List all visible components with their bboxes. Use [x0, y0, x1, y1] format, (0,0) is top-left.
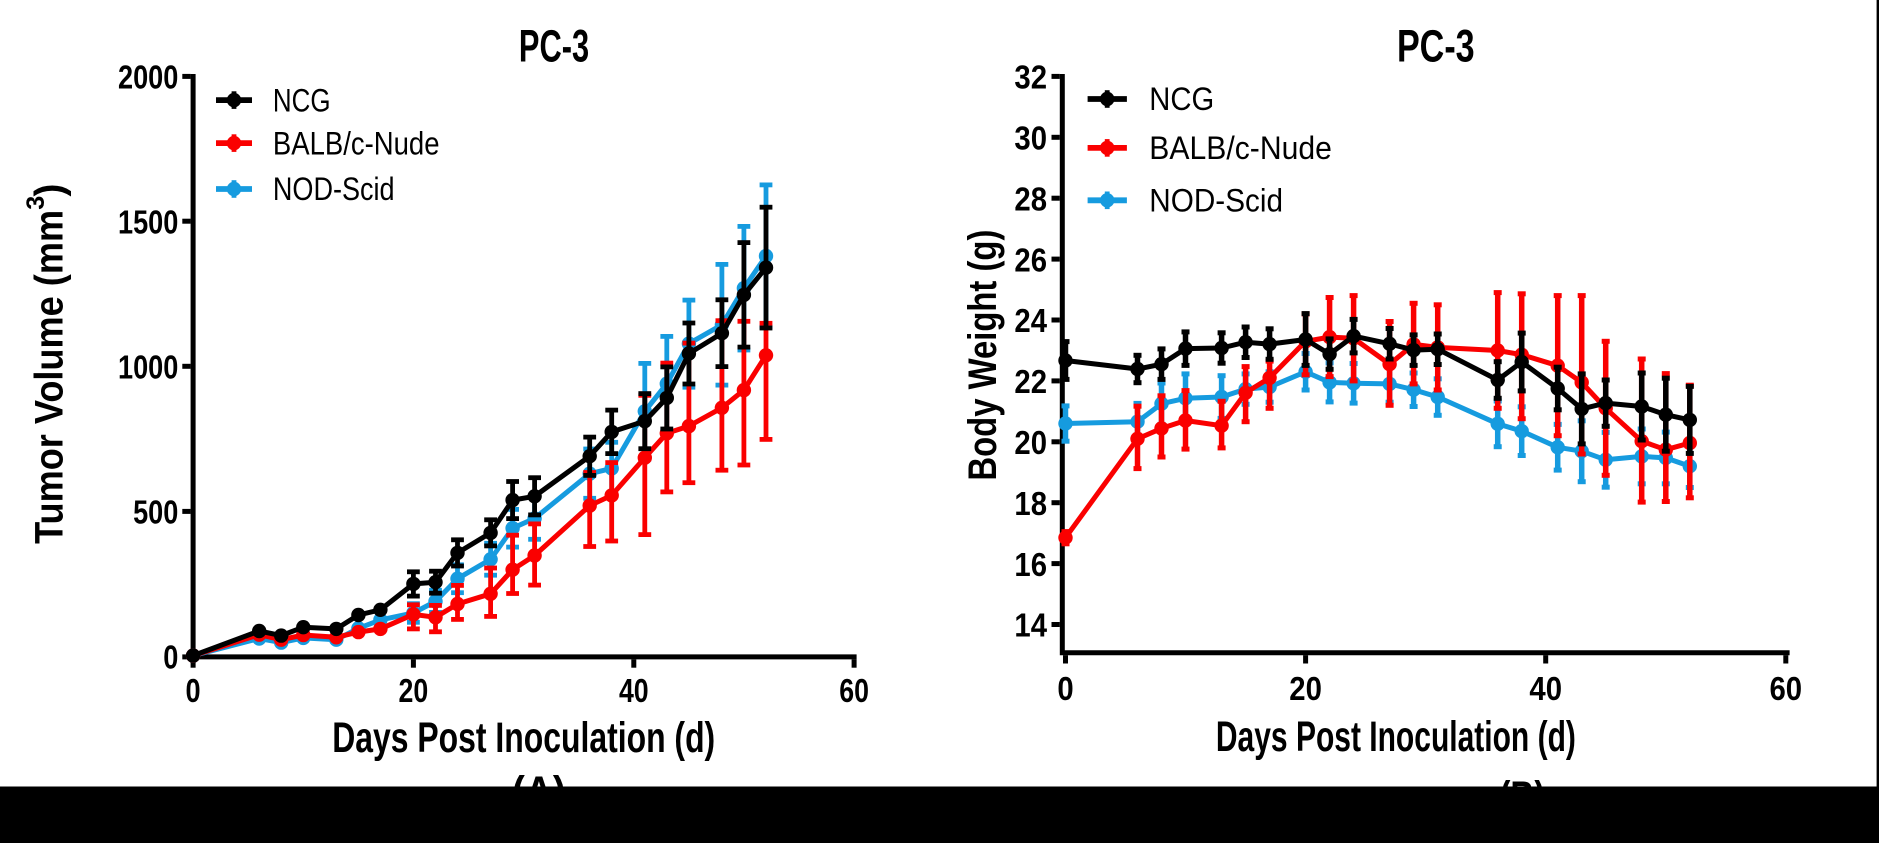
- svg-text:2000: 2000: [118, 60, 178, 97]
- svg-text:): ): [28, 184, 72, 197]
- svg-text:20: 20: [1289, 671, 1322, 708]
- svg-text:1000: 1000: [118, 350, 178, 387]
- svg-text:16: 16: [1014, 547, 1047, 584]
- svg-text:26: 26: [1014, 242, 1047, 279]
- svg-text:BALB/c-Nude: BALB/c-Nude: [273, 125, 440, 161]
- svg-text:32: 32: [1014, 60, 1047, 97]
- svg-text:1500: 1500: [118, 204, 178, 241]
- svg-text:20: 20: [1014, 425, 1047, 462]
- svg-text:Body Weight (g): Body Weight (g): [961, 230, 1005, 481]
- svg-text:PC-3: PC-3: [1397, 21, 1475, 72]
- svg-text:22: 22: [1014, 364, 1047, 401]
- svg-text:18: 18: [1014, 486, 1047, 523]
- svg-text:30: 30: [1014, 121, 1047, 158]
- svg-text:0: 0: [1057, 671, 1073, 708]
- svg-text:NOD-Scid: NOD-Scid: [273, 171, 395, 207]
- svg-text:40: 40: [619, 673, 649, 710]
- svg-text:24: 24: [1014, 303, 1047, 340]
- svg-text:40: 40: [1529, 671, 1562, 708]
- svg-text:Days Post Inoculation (d): Days Post Inoculation (d): [1216, 714, 1576, 761]
- svg-text:NOD-Scid: NOD-Scid: [1149, 183, 1283, 219]
- svg-text:28: 28: [1014, 181, 1047, 218]
- svg-text:20: 20: [399, 673, 429, 710]
- svg-text:Tumor Volume (mm: Tumor Volume (mm: [28, 210, 72, 544]
- svg-text:60: 60: [1770, 671, 1803, 708]
- svg-text:0: 0: [163, 640, 178, 677]
- svg-text:PC-3: PC-3: [519, 21, 589, 72]
- svg-text:Days Post Inoculation (d): Days Post Inoculation (d): [332, 715, 715, 762]
- svg-text:NCG: NCG: [1149, 81, 1214, 117]
- svg-text:14: 14: [1014, 608, 1047, 645]
- svg-text:NCG: NCG: [273, 82, 331, 118]
- svg-text:60: 60: [839, 673, 869, 710]
- svg-text:BALB/c-Nude: BALB/c-Nude: [1149, 130, 1332, 166]
- svg-text:500: 500: [133, 495, 178, 532]
- svg-text:3: 3: [22, 196, 50, 210]
- svg-text:0: 0: [186, 673, 201, 710]
